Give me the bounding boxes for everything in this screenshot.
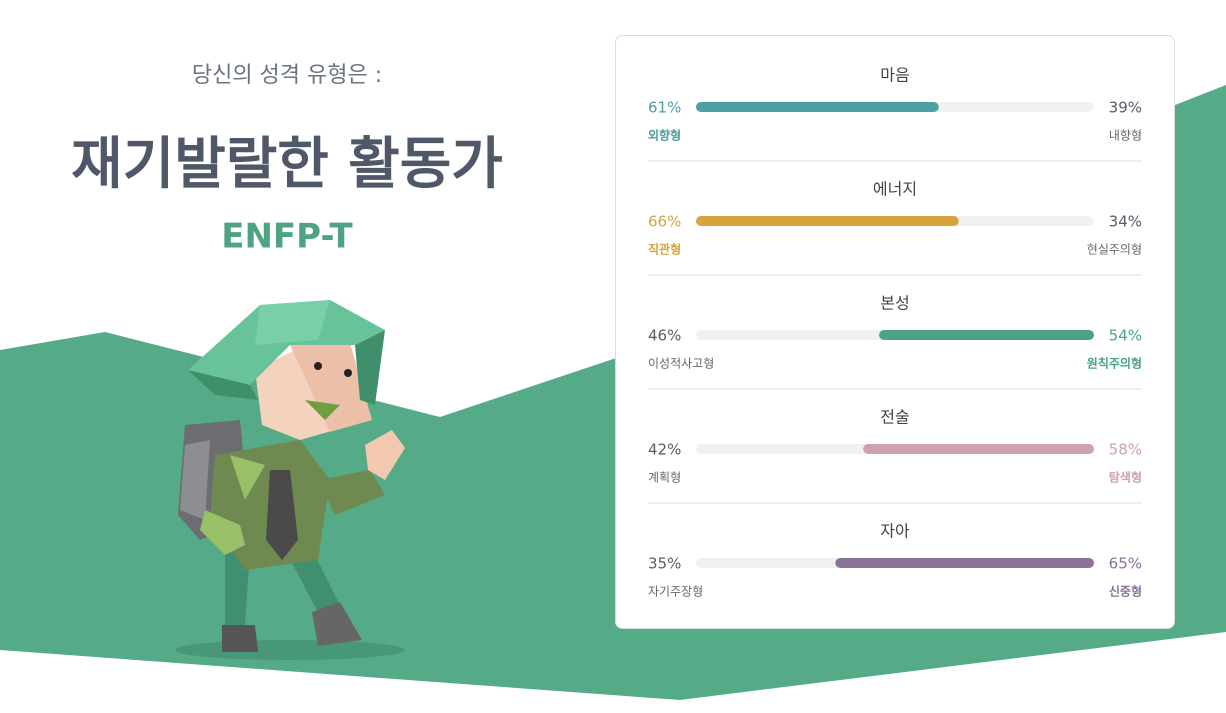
character xyxy=(175,300,405,660)
left-trait: 계획형 xyxy=(648,471,681,485)
trait-name: 에너지 xyxy=(873,180,917,199)
left-percent: 61% xyxy=(648,99,681,117)
right-trait: 현실주의형 xyxy=(1087,243,1142,257)
type-title: 재기발랄한 활동가 xyxy=(71,132,503,197)
right-trait: 신중형 xyxy=(1109,584,1142,599)
left-trait: 이성적사고형 xyxy=(648,357,714,371)
type-code: ENFP-T xyxy=(221,217,353,257)
left-trait: 외향형 xyxy=(648,128,681,143)
trait-row: 본성 46% 54% 이성적사고형 원칙주의형 xyxy=(648,294,1142,390)
trait-name: 본성 xyxy=(880,294,909,313)
bar-fill xyxy=(696,102,939,112)
right-trait: 탐색형 xyxy=(1109,470,1142,485)
left-percent: 66% xyxy=(648,213,681,231)
bar-fill xyxy=(879,330,1094,340)
right-percent: 65% xyxy=(1109,555,1142,573)
right-percent: 58% xyxy=(1109,441,1142,459)
left-percent: 42% xyxy=(648,441,681,459)
trait-row: 전술 42% 58% 계획형 탐색형 xyxy=(648,408,1142,504)
left-trait: 직관형 xyxy=(648,242,681,257)
trait-name: 마음 xyxy=(880,66,909,85)
bar-fill xyxy=(835,558,1094,568)
trait-row: 마음 61% 39% 외향형 내향형 xyxy=(648,66,1142,162)
right-percent: 39% xyxy=(1109,99,1142,117)
intro: 당신의 성격 유형은 : xyxy=(192,63,382,88)
left-percent: 46% xyxy=(648,327,681,345)
right-percent: 54% xyxy=(1109,327,1142,345)
trait-row: 자아 35% 65% 자기주장형 신중형 xyxy=(648,522,1142,599)
bar-fill xyxy=(863,444,1094,454)
right-trait: 원칙주의형 xyxy=(1087,356,1142,371)
trait-name: 전술 xyxy=(880,408,909,427)
right-percent: 34% xyxy=(1109,213,1142,231)
trait-row: 에너지 66% 34% 직관형 현실주의형 xyxy=(648,180,1142,276)
right-trait: 내향형 xyxy=(1109,129,1142,143)
left-percent: 35% xyxy=(648,555,681,573)
trait-name: 자아 xyxy=(880,522,910,541)
left-trait: 자기주장형 xyxy=(648,585,703,599)
bar-fill xyxy=(696,216,959,226)
